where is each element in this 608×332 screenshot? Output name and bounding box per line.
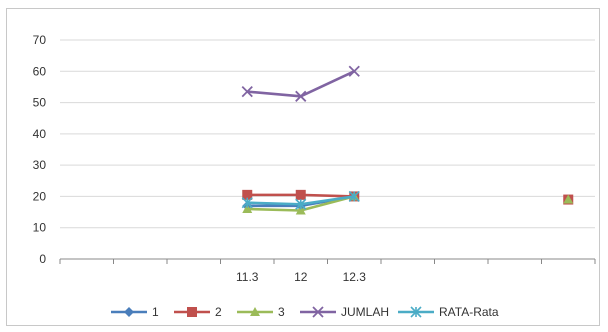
series-line-RATA-Rata (247, 201, 301, 206)
series-line-2 (300, 193, 355, 198)
legend-item-RATA-Rata: RATA-Rata (398, 305, 499, 319)
data-point-3-4 (295, 205, 306, 215)
legend-label-1: 1 (152, 305, 159, 319)
y-tick-labels: 0 10 20 30 40 50 60 70 (33, 33, 47, 266)
y-tick-label-40: 40 (33, 127, 47, 141)
data-point-JUMLAH-3 (241, 85, 253, 98)
series-line-JUMLAH (300, 70, 355, 98)
data-point-2-4 (295, 189, 306, 200)
legend-marker (312, 306, 324, 318)
y-tick-label-50: 50 (33, 96, 47, 110)
y-tick-label-0: 0 (39, 252, 46, 266)
series-RATA-Rata (241, 190, 360, 210)
legend-item-1: 1 (111, 305, 159, 319)
series-line-3 (247, 207, 301, 212)
x-tick-label-11.3: 11.3 (236, 270, 259, 284)
legend-label-3: 3 (278, 305, 285, 319)
legend-item-JUMLAH: JUMLAH (300, 305, 389, 319)
data-point-2-3 (242, 189, 253, 200)
legend-item-3: 3 (237, 305, 285, 319)
legend-marker (124, 307, 134, 317)
series-line-JUMLAH (247, 90, 301, 98)
legend-marker (410, 306, 422, 318)
legend-marker (250, 307, 260, 316)
y-tick-label-10: 10 (33, 221, 47, 235)
data-point-RATA-Rata-5 (348, 190, 360, 202)
x-tick-label-12.3: 12.3 (343, 270, 367, 284)
legend-item-2: 2 (174, 305, 222, 319)
axes (59, 258, 596, 264)
legend-marker (187, 307, 197, 317)
data-point-RATA-Rata-4 (295, 198, 307, 210)
data-point-JUMLAH-5 (348, 65, 360, 77)
series-JUMLAH (241, 65, 360, 102)
x-tick-label-12: 12 (294, 270, 308, 284)
data-point-3-3 (242, 203, 253, 213)
data-point-3-9 (563, 194, 574, 204)
legend-label-RATA-Rata: RATA-Rata (439, 305, 499, 319)
data-point-RATA-Rata-3 (241, 197, 253, 209)
legend-label-JUMLAH: JUMLAH (341, 305, 389, 319)
data-point-JUMLAH-4 (295, 90, 307, 102)
legend: 1 2 3 JUMLAH RATA-Rata (111, 305, 499, 319)
chart-frame (6, 8, 600, 326)
x-tick-labels: 11.3 12 12.3 (236, 270, 366, 284)
y-tick-label-20: 20 (33, 189, 47, 203)
y-tick-label-30: 30 (33, 158, 47, 172)
gridlines (60, 39, 595, 229)
y-tick-label-70: 70 (33, 33, 47, 47)
series-2 (242, 189, 574, 205)
legend-label-2: 2 (215, 305, 222, 319)
series-layer (241, 65, 574, 215)
series-line-RATA-Rata (300, 195, 355, 206)
y-tick-label-60: 60 (33, 64, 47, 78)
